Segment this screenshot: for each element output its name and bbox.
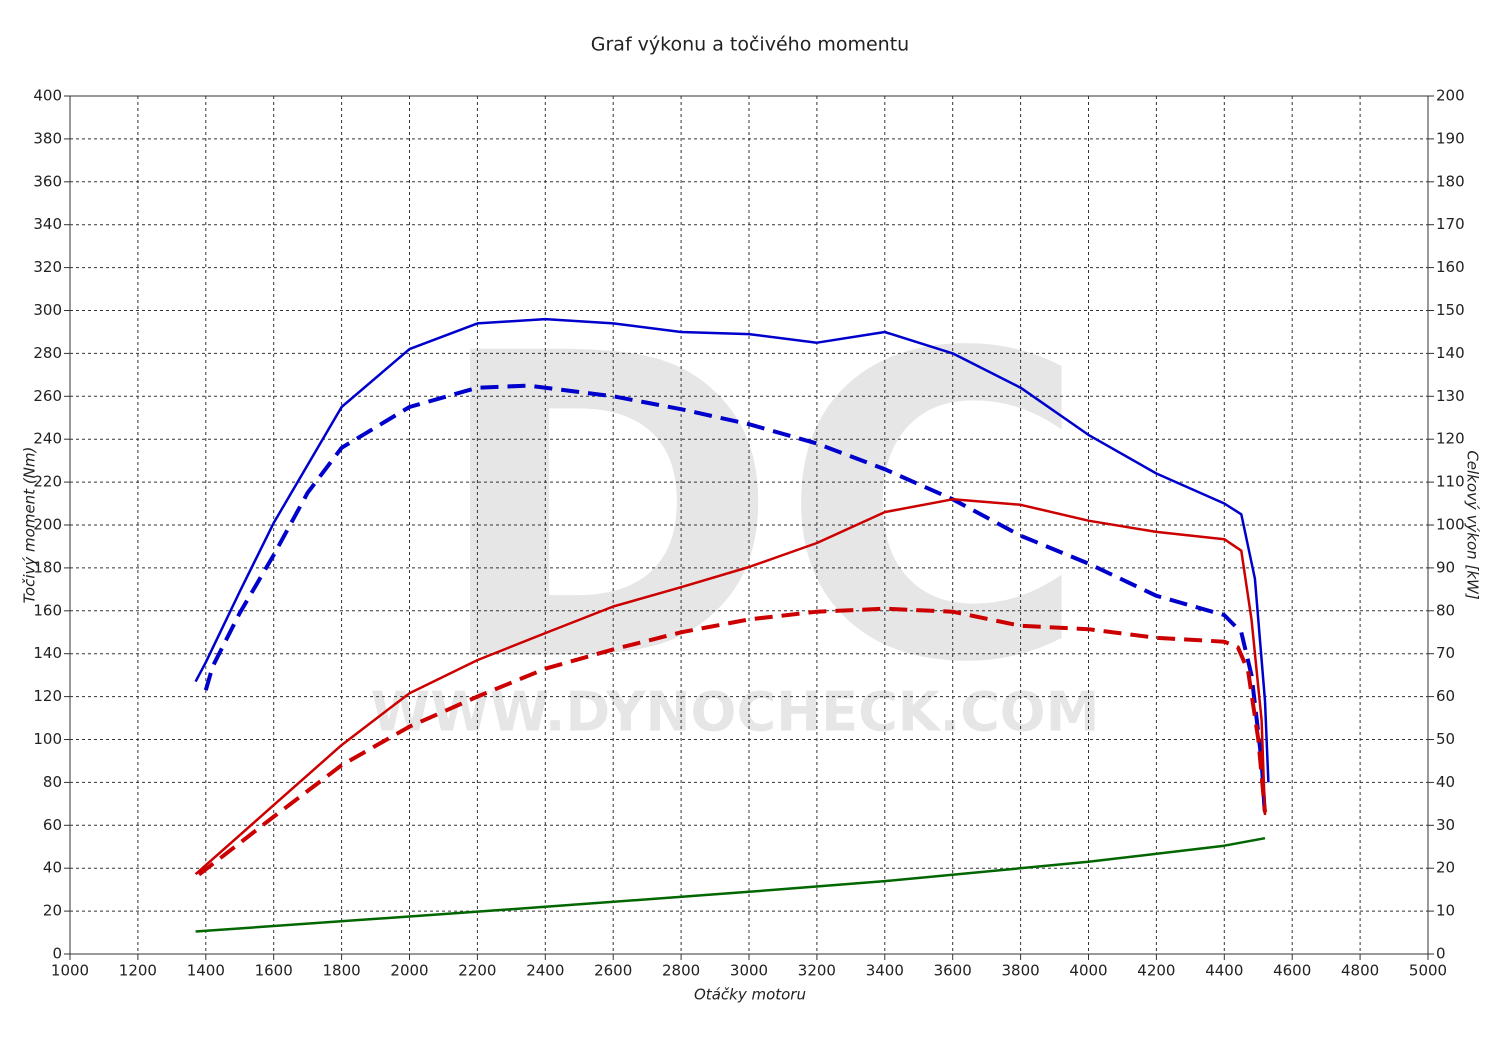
y2-tick-label: 120	[1436, 430, 1465, 448]
y2-tick-label: 160	[1436, 258, 1465, 276]
y2-tick-label: 80	[1436, 601, 1455, 619]
series-line	[197, 606, 1267, 877]
y-tick-label: 300	[33, 301, 62, 319]
x-tick-label: 3200	[798, 962, 836, 980]
y-tick-label: 60	[43, 816, 62, 834]
y-tick-label: 20	[43, 902, 62, 920]
y-tick-label: 380	[33, 129, 62, 147]
y2-axis-label: Celkový výkon [kW]	[1464, 450, 1482, 600]
x-tick-label: 2400	[526, 962, 564, 980]
y-tick-label: 260	[33, 387, 62, 405]
x-tick-label: 2800	[662, 962, 700, 980]
x-tick-label: 3800	[1002, 962, 1040, 980]
y2-tick-label: 40	[1436, 773, 1455, 791]
x-tick-label: 3400	[866, 962, 904, 980]
y2-tick-label: 150	[1436, 301, 1465, 319]
x-tick-label: 2600	[594, 962, 632, 980]
x-tick-label: 4800	[1341, 962, 1379, 980]
x-tick-label: 1200	[119, 962, 157, 980]
y-tick-label: 120	[33, 687, 62, 705]
x-tick-label: 5000	[1409, 962, 1447, 980]
y-tick-label: 140	[33, 644, 62, 662]
x-axis-label: Otáčky motoru	[694, 986, 806, 1004]
x-tick-label: 3600	[934, 962, 972, 980]
x-tick-label: 2000	[390, 962, 428, 980]
y2-tick-label: 100	[1436, 516, 1465, 534]
x-tick-label: 1000	[51, 962, 89, 980]
watermark-url: WWW.DYNOCHECK.COM	[371, 681, 1100, 744]
y2-tick-label: 0	[1436, 945, 1446, 963]
y-tick-label: 220	[33, 473, 62, 491]
y-tick-label: 40	[43, 859, 62, 877]
y2-tick-label: 30	[1436, 816, 1455, 834]
x-tick-label: 4000	[1069, 962, 1107, 980]
y-tick-label: 400	[33, 87, 62, 105]
x-tick-label: 1600	[255, 962, 293, 980]
x-tick-label: 3000	[730, 962, 768, 980]
y2-tick-label: 110	[1436, 473, 1465, 491]
y2-tick-label: 200	[1436, 87, 1465, 105]
y-tick-label: 180	[33, 558, 62, 576]
series-line	[194, 498, 1267, 876]
series-line	[195, 836, 1266, 933]
y-tick-label: 360	[33, 172, 62, 190]
series-line	[203, 383, 1267, 817]
y-tick-label: 200	[33, 516, 62, 534]
y-axis-label: Točivý moment (Nm)	[21, 447, 39, 604]
y-tick-label: 320	[33, 258, 62, 276]
y2-tick-label: 170	[1436, 215, 1465, 233]
y2-tick-label: 90	[1436, 558, 1455, 576]
chart-title: Graf výkonu a točivého momentu	[591, 34, 909, 56]
y2-tick-label: 70	[1436, 644, 1455, 662]
x-tick-label: 2200	[458, 962, 496, 980]
y2-tick-label: 10	[1436, 902, 1455, 920]
y-tick-label: 160	[33, 601, 62, 619]
y2-tick-label: 20	[1436, 859, 1455, 877]
y2-tick-label: 180	[1436, 172, 1465, 190]
x-tick-label: 1400	[187, 962, 225, 980]
y2-tick-label: 50	[1436, 730, 1455, 748]
y2-tick-label: 190	[1436, 129, 1465, 147]
y-tick-label: 100	[33, 730, 62, 748]
y-tick-label: 0	[52, 945, 62, 963]
x-tick-label: 4200	[1137, 962, 1175, 980]
x-tick-label: 4600	[1273, 962, 1311, 980]
y-tick-label: 340	[33, 215, 62, 233]
y-tick-label: 240	[33, 430, 62, 448]
y-tick-label: 280	[33, 344, 62, 362]
x-tick-label: 4400	[1205, 962, 1243, 980]
x-tick-label: 1800	[323, 962, 361, 980]
series-line	[194, 317, 1270, 783]
y2-tick-label: 140	[1436, 344, 1465, 362]
y-tick-label: 80	[43, 773, 62, 791]
watermark: DC	[432, 266, 1089, 755]
y2-tick-label: 60	[1436, 687, 1455, 705]
y2-tick-label: 130	[1436, 387, 1465, 405]
